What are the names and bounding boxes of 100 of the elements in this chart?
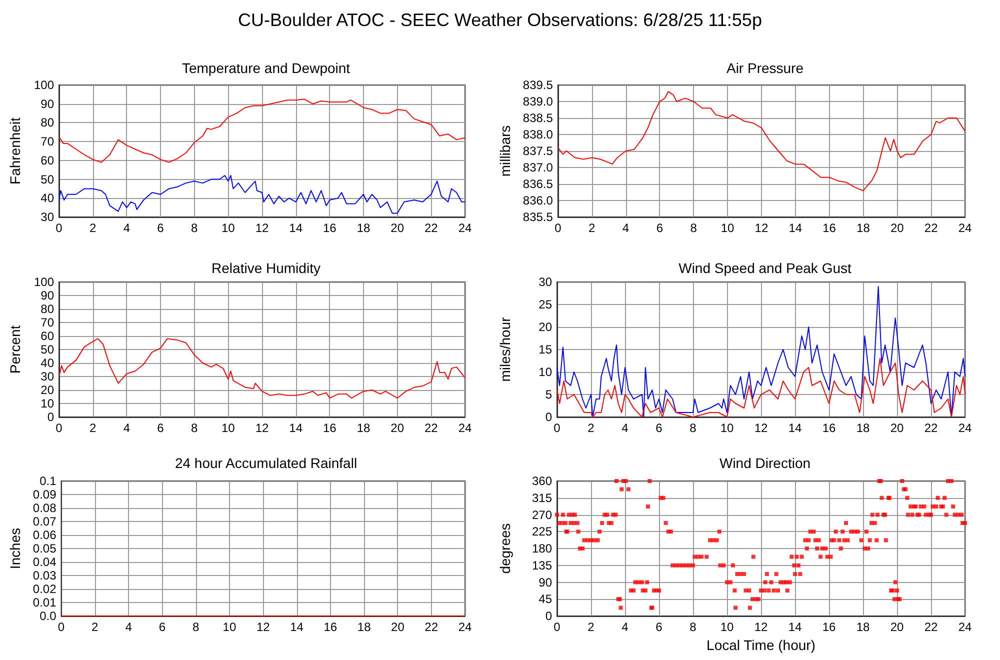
y-tick-label: 0.1 (40, 474, 57, 488)
chart-title: Temperature and Dewpoint (182, 60, 350, 76)
x-tick-label: 8 (190, 221, 198, 235)
x-tick-label: 20 (390, 221, 404, 235)
line-series (58, 175, 466, 214)
y-tick-label: 0.08 (32, 501, 57, 515)
y-tick-label: 50 (40, 342, 54, 356)
x-tick-label: 10 (720, 421, 734, 435)
x-tick-label: 24 (958, 421, 972, 435)
y-tick-label: 180 (532, 542, 552, 556)
y-tick-label: 15 (538, 342, 552, 356)
x-tick-label: 16 (324, 620, 338, 634)
x-tick-label: 16 (822, 221, 836, 235)
y-tick-label: 20 (40, 383, 54, 397)
x-tick-label: 24 (458, 221, 472, 235)
x-tick-label: 6 (656, 620, 663, 634)
x-tick-label: 20 (890, 221, 904, 235)
y-tick-label: 0.04 (32, 555, 57, 569)
x-tick-label: 2 (92, 620, 99, 634)
y-tick-label: 45 (538, 592, 552, 606)
x-tick-label: 12 (754, 421, 768, 435)
x-axis-title: Local Time (hour) (706, 636, 816, 653)
x-tick-label: 22 (924, 421, 938, 435)
x-tick-label: 16 (822, 620, 836, 634)
y-tick-label: 30 (40, 370, 54, 384)
x-tick-label: 10 (221, 421, 236, 435)
y-tick-label: 70 (40, 134, 54, 149)
x-tick-label: 18 (356, 221, 370, 235)
x-tick-label: 10 (720, 620, 734, 634)
y-tick-label: 0.0 (40, 609, 57, 623)
x-tick-label: 22 (424, 620, 438, 634)
x-tick-label: 4 (622, 620, 629, 634)
x-tick-label: 24 (458, 620, 472, 634)
y-tick-label: 80 (40, 116, 54, 130)
y-tick-label: 70 (40, 316, 54, 330)
y-tick-label: 839.5 (522, 78, 554, 92)
y-tick-label: 837.5 (522, 144, 554, 158)
x-tick-label: 16 (822, 421, 836, 435)
y-tick-label: 838.5 (522, 111, 554, 125)
y-tick-label: 0.03 (32, 568, 57, 582)
x-tick-label: 2 (588, 221, 596, 235)
y-tick-label: 839.0 (522, 94, 554, 108)
y-tick-label: 837.0 (522, 160, 554, 174)
y-tick-label: 90 (538, 575, 552, 590)
x-tick-label: 22 (924, 221, 938, 235)
y-tick-label: 90 (40, 288, 54, 302)
x-tick-label: 14 (289, 221, 303, 235)
x-tick-label: 6 (656, 421, 663, 435)
x-tick-label: 6 (656, 221, 664, 235)
x-tick-label: 8 (690, 620, 697, 634)
x-tick-label: 8 (690, 421, 697, 435)
x-tick-label: 6 (157, 221, 164, 235)
y-tick-label: 60 (40, 329, 54, 343)
x-tick-label: 14 (788, 620, 802, 634)
y-tick-label: 836.5 (522, 177, 554, 191)
x-tick-label: 0 (554, 221, 562, 235)
x-tick-label: 4 (123, 221, 130, 235)
y-tick-label: 30 (538, 275, 552, 289)
y-tick-label: 40 (40, 356, 54, 370)
x-tick-label: 8 (192, 620, 200, 634)
x-tick-label: 12 (255, 221, 269, 235)
x-tick-label: 20 (890, 421, 904, 435)
y-axis-title: miles/hour (497, 316, 513, 382)
x-tick-label: 14 (788, 421, 802, 435)
x-tick-label: 18 (856, 421, 870, 435)
y-tick-label: 0.02 (32, 582, 57, 596)
x-tick-label: 10 (221, 221, 236, 235)
y-tick-label: 5 (545, 388, 552, 402)
x-tick-label: 12 (256, 620, 270, 634)
y-tick-label: 135 (532, 558, 552, 572)
x-tick-label: 12 (754, 620, 768, 634)
x-tick-label: 4 (622, 221, 630, 235)
x-tick-label: 18 (856, 221, 870, 235)
y-tick-label: 100 (34, 78, 54, 92)
y-axis-title: Inches (7, 528, 23, 570)
text: CU-Boulder ATOC - SEEC Weather Observations: 6/28/25 11:55p (237, 10, 763, 31)
x-tick-label: 6 (157, 421, 164, 435)
y-axis-title: millibars (497, 125, 513, 177)
x-tick-label: 12 (255, 421, 269, 435)
x-tick-label: 16 (322, 421, 337, 435)
x-tick-label: 6 (158, 620, 166, 634)
x-tick-label: 18 (357, 620, 372, 634)
x-tick-label: 24 (458, 421, 472, 435)
x-tick-label: 22 (424, 421, 438, 435)
x-tick-label: 4 (622, 421, 629, 435)
chart-title: 24 hour Accumulated Rainfall (174, 455, 358, 471)
y-tick-label: 25 (538, 298, 552, 312)
x-tick-label: 16 (322, 221, 337, 235)
x-tick-label: 10 (720, 221, 735, 235)
x-tick-label: 18 (856, 620, 870, 634)
x-tick-label: 4 (125, 620, 132, 634)
x-tick-label: 20 (890, 620, 904, 634)
y-tick-label: 0 (545, 410, 552, 424)
y-tick-label: 50 (40, 172, 54, 186)
y-tick-label: 60 (40, 153, 54, 168)
y-axis-title: Percent (7, 325, 23, 374)
x-tick-label: 22 (924, 620, 938, 634)
y-tick-label: 20 (538, 320, 552, 334)
y-tick-label: 80 (40, 302, 54, 316)
x-tick-label: 20 (391, 620, 405, 634)
